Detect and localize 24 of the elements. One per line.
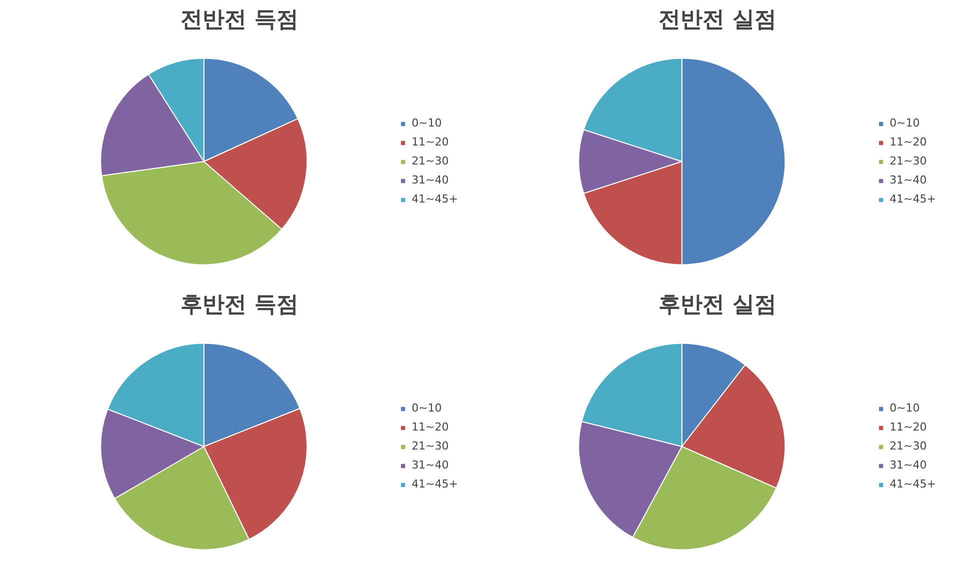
legend-label: 0~10 bbox=[412, 116, 442, 130]
legend-label: 41~45+ bbox=[412, 478, 458, 490]
legend-label: 21~30 bbox=[412, 440, 449, 452]
legend-label: 11~20 bbox=[890, 136, 927, 148]
chart-title: 전반전 득점 bbox=[180, 8, 298, 32]
legend-label: 31~40 bbox=[412, 458, 449, 472]
legend-label: 11~20 bbox=[412, 136, 449, 148]
legend-label: 41~45+ bbox=[890, 478, 936, 490]
legend-label: 31~40 bbox=[890, 174, 927, 186]
chart-title: 후반전 실점 bbox=[658, 292, 776, 318]
legend-label: 21~30 bbox=[890, 440, 927, 452]
chart-title: 후반전 득점 bbox=[180, 292, 298, 318]
legend-label: 41~45+ bbox=[412, 192, 458, 206]
legend-label: 11~20 bbox=[890, 420, 927, 434]
legend-label: 0~10 bbox=[890, 116, 920, 130]
legend-label: 41~45+ bbox=[890, 192, 936, 206]
chart-title: 전반전 실점 bbox=[658, 8, 776, 32]
legend-label: 21~30 bbox=[890, 154, 927, 168]
legend-label: 31~40 bbox=[890, 458, 927, 472]
legend-label: 0~10 bbox=[890, 402, 920, 414]
legend-label: 21~30 bbox=[412, 154, 449, 168]
legend-label: 0~10 bbox=[412, 402, 442, 414]
legend-label: 31~40 bbox=[412, 174, 449, 186]
legend-label: 11~20 bbox=[412, 420, 449, 434]
